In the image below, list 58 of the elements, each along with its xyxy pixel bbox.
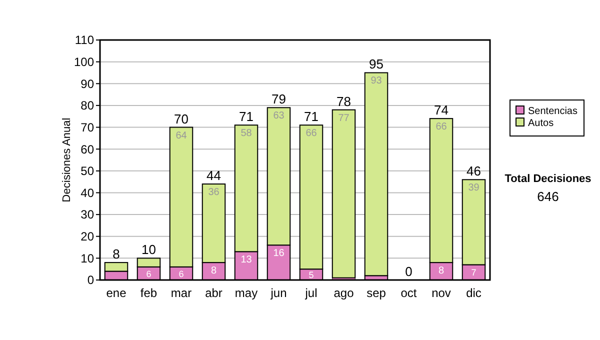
legend-label: Autos <box>528 118 554 129</box>
data-label: 5 <box>308 270 314 280</box>
total-label: 71 <box>239 109 254 124</box>
total-label: 0 <box>405 264 412 279</box>
data-label: 13 <box>240 254 252 266</box>
data-label: 6 <box>146 268 152 279</box>
x-tick-label: mar <box>170 286 192 300</box>
total-label: 78 <box>336 94 351 109</box>
x-tick-label: feb <box>140 286 158 300</box>
y-tick-label: 70 <box>80 120 94 134</box>
total-label: 70 <box>174 111 188 126</box>
y-tick-label: 40 <box>80 186 94 200</box>
data-label: 77 <box>338 112 350 124</box>
y-tick-label: 110 <box>74 33 94 48</box>
x-tick-label: ago <box>334 286 354 300</box>
y-tick-label: 100 <box>74 55 94 70</box>
y-tick-label: 20 <box>80 230 94 244</box>
y-tick-label: 30 <box>80 208 94 222</box>
x-tick-label: dic <box>466 286 482 300</box>
y-axis-title: Decisiones Anual <box>61 118 73 202</box>
data-label: 66 <box>436 122 448 133</box>
legend-label: Sentencias <box>528 106 578 117</box>
data-label: 64 <box>176 130 188 142</box>
x-tick-label: nov <box>432 286 451 300</box>
data-label: 8 <box>438 266 444 277</box>
total-label: 71 <box>304 109 318 124</box>
total-label: 79 <box>272 92 286 107</box>
x-tick-label: jul <box>304 286 318 300</box>
x-tick-label: ene <box>106 286 127 300</box>
data-label: 36 <box>208 187 220 198</box>
total-label: 44 <box>206 168 221 183</box>
total-label: 46 <box>466 164 481 179</box>
y-tick-label: 90 <box>80 76 94 91</box>
y-tick-label: 10 <box>80 251 94 266</box>
total-label: 95 <box>369 56 384 72</box>
x-tick-label: oct <box>400 286 418 300</box>
y-tick-label: 0 <box>87 273 94 288</box>
text: 646 <box>537 189 559 204</box>
y-tick-label: 50 <box>80 164 94 178</box>
data-label: 16 <box>273 248 285 260</box>
total-label: 10 <box>142 242 156 258</box>
x-tick-label: may <box>234 286 258 300</box>
data-label: 63 <box>273 110 285 122</box>
x-tick-label: jun <box>270 286 287 300</box>
total-label: 8 <box>112 246 120 262</box>
text: Total Decisiones <box>504 173 592 185</box>
data-label: 7 <box>471 268 476 278</box>
y-tick-label: 80 <box>80 98 94 113</box>
data-label: 66 <box>306 128 318 140</box>
data-label: 39 <box>468 182 480 194</box>
data-label: 8 <box>210 266 217 277</box>
data-label: 93 <box>370 76 382 87</box>
x-tick-label: abr <box>205 286 222 300</box>
data-label: 58 <box>240 128 252 140</box>
y-tick-label: 60 <box>80 142 94 156</box>
x-tick-label: sep <box>366 286 386 300</box>
data-label: 6 <box>178 268 184 279</box>
total-label: 74 <box>434 102 448 118</box>
